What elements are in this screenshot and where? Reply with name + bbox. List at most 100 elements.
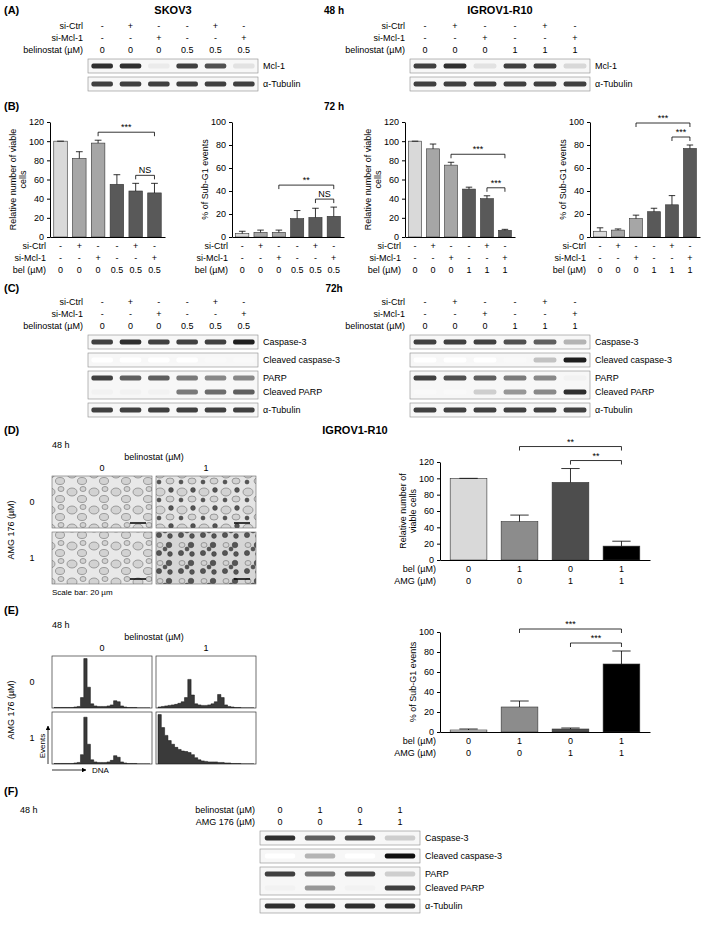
tick-label: 20 (424, 707, 434, 717)
error-bar (151, 183, 158, 193)
condition-label: bel (µM) (368, 265, 401, 275)
band (414, 340, 437, 345)
condition-value: 0 (634, 265, 639, 275)
error-cap (510, 701, 528, 702)
error-bar (57, 141, 64, 142)
condition-value: 0 (431, 265, 436, 275)
band (474, 408, 497, 413)
band (91, 64, 113, 69)
tick-mark (437, 462, 440, 463)
blot-strip (410, 77, 590, 91)
significance-label: *** (473, 144, 484, 154)
band (504, 408, 527, 413)
condition-value: + (430, 241, 435, 251)
tick-mark (402, 122, 405, 123)
plot-area (158, 715, 254, 764)
band (265, 872, 295, 877)
tick: 60 (424, 667, 440, 677)
panel-d: (D)IGROV1-R1048 hbelinostat (µM)01AMG 17… (4, 424, 388, 597)
condition-label: si-Mcl-1 (370, 253, 402, 263)
band (385, 836, 415, 841)
band (444, 408, 467, 413)
tick-mark (437, 527, 440, 528)
condition-label: bel (µM) (403, 564, 436, 574)
error-cap (633, 215, 639, 216)
error-cap (257, 230, 264, 231)
y-axis: 020406080100120 (29, 117, 51, 242)
blot-strip (410, 371, 590, 399)
band (148, 390, 170, 395)
condition-value: - (544, 309, 547, 319)
band (120, 376, 142, 381)
axis-title: Relative number ofviable cells (398, 473, 418, 549)
bar (236, 234, 249, 237)
error-line (135, 183, 136, 191)
row-label: 1 (29, 553, 34, 563)
x-axis (441, 560, 651, 562)
tick-mark (437, 652, 440, 653)
x-axis (591, 237, 701, 239)
tick: 100 (384, 137, 405, 147)
tick-label: 60 (389, 175, 399, 185)
bar (254, 232, 267, 237)
band (120, 82, 142, 87)
tick-label: 60 (574, 163, 584, 173)
histogram-frame (52, 712, 152, 764)
significance-bracket (520, 447, 622, 451)
error-line (600, 228, 601, 231)
tick: 80 (34, 156, 50, 166)
histogram (54, 659, 150, 708)
condition-label: si-Ctrl (205, 241, 229, 251)
y-axis: 020406080100 (211, 117, 233, 242)
axis-title: Events (38, 734, 47, 758)
row-title: AMG 176 (µM) (6, 500, 16, 559)
condition-value: + (633, 253, 638, 263)
error-line (98, 140, 99, 143)
band (474, 340, 497, 345)
error-line (621, 541, 622, 546)
bar (291, 219, 304, 237)
condition-value: - (242, 297, 245, 307)
condition-value: 0.5 (181, 45, 194, 55)
condition-value: 0 (128, 321, 133, 331)
tick-label: 60 (424, 667, 434, 677)
tick: 60 (574, 163, 590, 173)
error-cap (459, 729, 477, 730)
band (91, 390, 113, 395)
band (305, 872, 335, 877)
tick-mark (229, 191, 232, 192)
axis-title: % of Sub-G1 events (558, 139, 568, 220)
condition-value: - (101, 297, 104, 307)
significance-bracket (570, 461, 621, 465)
tick-label: 60 (216, 163, 226, 173)
condition-value: 1 (517, 564, 522, 574)
condition-value: - (332, 241, 335, 251)
error-cap (612, 541, 630, 542)
axis-title: Relative number of viablecells (8, 129, 28, 231)
error-line (636, 215, 637, 218)
condition-value: 0 (452, 45, 457, 55)
scale-bar (130, 522, 146, 524)
band (176, 340, 198, 345)
condition-label: bel (µM) (403, 736, 436, 746)
error-line (116, 175, 117, 185)
blot-strip (88, 371, 258, 399)
tick-mark (229, 214, 232, 215)
condition-value: 1 (542, 45, 547, 55)
tick-mark (402, 199, 405, 200)
tick-mark (402, 160, 405, 161)
significance-label: *** (491, 178, 502, 188)
condition-value: - (186, 33, 189, 43)
blot-strip (260, 867, 420, 895)
histogram (158, 679, 254, 708)
tick-mark (229, 145, 232, 146)
error-bar (510, 515, 528, 522)
tick: 100 (569, 117, 590, 127)
condition-label: si-Mcl-1 (15, 253, 47, 263)
tick-label: 100 (419, 627, 434, 637)
condition-value: - (259, 253, 262, 263)
plot-area (236, 207, 341, 237)
band (385, 904, 415, 909)
tick: 40 (574, 186, 590, 196)
axis-title: % of Sub-G1 events (408, 641, 418, 722)
